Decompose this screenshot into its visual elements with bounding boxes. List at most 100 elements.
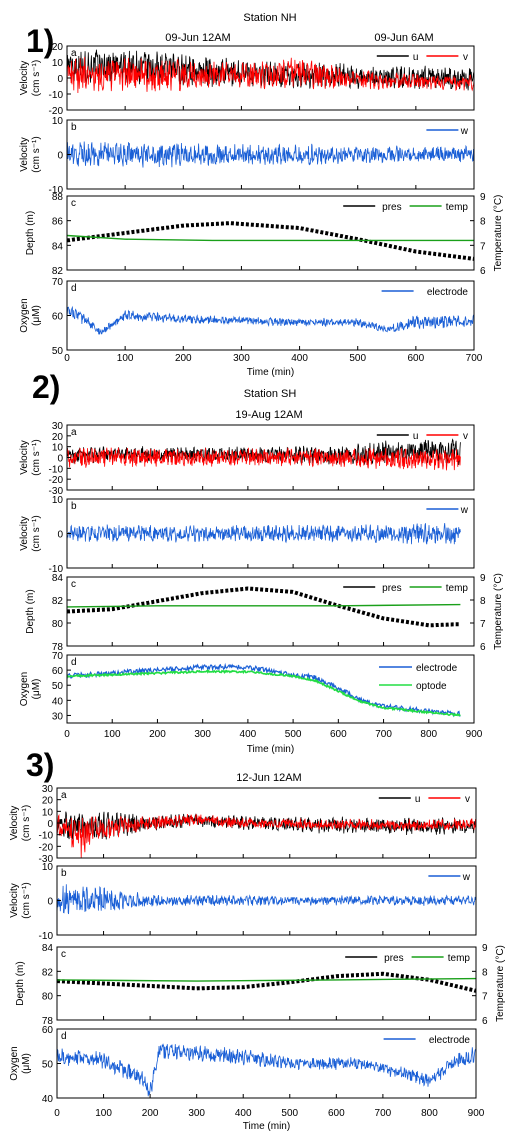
x-tick-label: 900	[468, 1108, 485, 1119]
y-axis-unit: (μM)	[31, 679, 42, 700]
y2-tick-label: 6	[480, 266, 486, 277]
y-axis-unit: (cm s⁻¹)	[21, 805, 32, 841]
panel-letter: d	[61, 1031, 67, 1042]
y-tick-label: -10	[49, 464, 64, 475]
y2-tick-label: 6	[482, 1016, 488, 1027]
legend-label: optode	[416, 681, 447, 692]
y-tick-label: 82	[42, 967, 54, 978]
panel-frame	[56, 946, 477, 1021]
y-axis-unit: (cm s⁻¹)	[31, 515, 42, 551]
x-tick-label: 0	[54, 1108, 60, 1119]
y-axis-label: Velocity	[9, 806, 20, 840]
y-tick-label: 0	[57, 454, 63, 465]
y-tick-label: 84	[42, 943, 54, 954]
y2-axis-label: Temperature (°C)	[493, 195, 504, 272]
plot-area	[67, 586, 461, 628]
y-tick-label: 10	[42, 807, 54, 818]
panel-letter: a	[61, 790, 67, 801]
x-tick-label: 900	[466, 729, 483, 740]
y-tick-label: -10	[49, 90, 64, 101]
panel-b: b 10 0 -10 Velocity (cm s⁻¹) w	[19, 495, 475, 575]
series-pres	[67, 586, 461, 628]
y-axis-label: Velocity	[19, 516, 30, 550]
section-number: 2)	[32, 369, 60, 405]
legend: temp pres	[345, 953, 470, 964]
legend-label: u	[413, 431, 419, 442]
y-axis-unit: (cm s⁻¹)	[21, 882, 32, 918]
y-tick-label: 10	[52, 443, 64, 454]
series-v	[67, 446, 461, 471]
y2-tick-label: 8	[480, 596, 486, 607]
y2-tick-label: 6	[480, 642, 486, 653]
y-tick-label: 84	[52, 241, 64, 252]
y-tick-label: 10	[52, 58, 64, 69]
y-tick-label: 80	[42, 992, 54, 1003]
y-tick-label: 0	[47, 897, 53, 908]
legend-label: v	[463, 431, 468, 442]
legend: w	[428, 872, 471, 883]
y-tick-label: -10	[39, 931, 54, 942]
y-axis-label: Velocity	[9, 883, 20, 917]
x-tick-label: 500	[349, 353, 366, 364]
panel-letter: d	[71, 657, 77, 668]
x-axis-label: Time (min)	[243, 1121, 290, 1131]
y-tick-label: -10	[49, 564, 64, 575]
panel-letter: d	[71, 283, 77, 294]
legend-label: u	[415, 794, 421, 805]
y-tick-label: 30	[52, 711, 64, 722]
legend-label: pres	[382, 583, 401, 594]
panel-letter: c	[61, 949, 66, 960]
y2-tick-label: 9	[480, 192, 486, 203]
section-number: 1)	[26, 23, 54, 59]
y-tick-label: -10	[39, 831, 54, 842]
date-label: 12-Jun 12AM	[236, 772, 301, 784]
y-tick-label: 20	[52, 432, 64, 443]
y-tick-label: -20	[49, 106, 64, 117]
x-tick-label: 100	[104, 729, 121, 740]
y-tick-label: 0	[47, 819, 53, 830]
y-tick-label: 70	[52, 277, 64, 288]
legend: temp pres	[343, 202, 468, 213]
y2-tick-label: 8	[482, 967, 488, 978]
panel-d: d 60 50 40 Oxygen (μM) electrode	[9, 1025, 477, 1105]
y-axis-label: Depth (m)	[15, 961, 26, 1005]
y-tick-label: 50	[52, 346, 64, 357]
y-tick-label: 50	[52, 681, 64, 692]
panel-letter: c	[71, 198, 76, 209]
plot-area	[57, 971, 476, 993]
x-axis-label: Time (min)	[247, 367, 294, 378]
y-tick-label: 82	[52, 596, 64, 607]
x-tick-label: 700	[466, 353, 483, 364]
panel-letter: a	[71, 48, 77, 59]
y-tick-label: 0	[57, 74, 63, 85]
x-tick-label: 400	[291, 353, 308, 364]
station-title: Station NH	[243, 12, 296, 24]
legend: vu	[378, 794, 470, 805]
panel-frame	[66, 195, 475, 271]
y-tick-label: 10	[42, 862, 54, 873]
y-tick-label: 78	[52, 642, 64, 653]
legend-label: electrode	[427, 287, 469, 298]
date-label: 19-Aug 12AM	[235, 409, 302, 421]
plot-area	[57, 1043, 476, 1097]
y-axis-unit: (μM)	[21, 1053, 32, 1074]
legend-label: temp	[448, 953, 471, 964]
series-pres	[67, 221, 474, 261]
plot-area	[67, 305, 474, 335]
legend: temp pres	[343, 583, 468, 594]
x-tick-label: 200	[149, 729, 166, 740]
y-axis-unit: (cm s⁻¹)	[31, 439, 42, 475]
panel-letter: b	[71, 122, 77, 133]
series-optode	[67, 669, 461, 717]
x-tick-label: 500	[281, 1108, 298, 1119]
x-tick-label: 800	[420, 729, 437, 740]
y-tick-label: 30	[42, 784, 54, 795]
x-tick-label: 600	[330, 729, 347, 740]
y2-tick-label: 9	[480, 573, 486, 584]
legend-label: u	[413, 52, 419, 63]
y-axis-label: Oxygen	[19, 672, 30, 706]
series-temp	[67, 234, 474, 242]
legend-label: w	[460, 505, 469, 516]
